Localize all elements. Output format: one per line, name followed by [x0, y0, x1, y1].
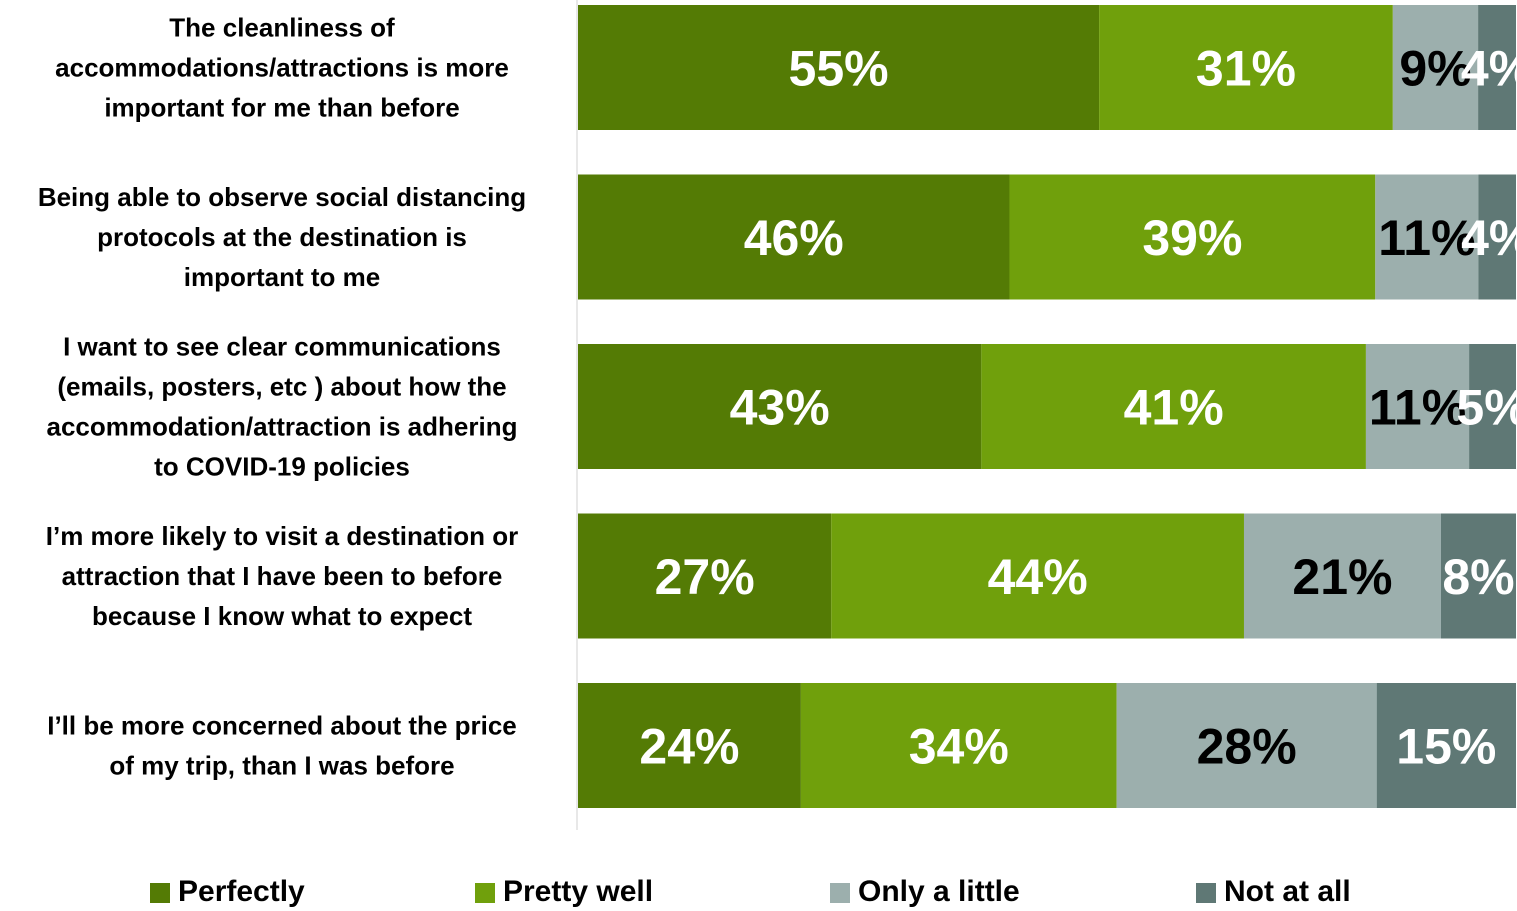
bar-segment — [578, 513, 832, 639]
bar-segment — [1469, 344, 1516, 469]
bar-segment — [981, 344, 1366, 469]
category-label: I’ll be more concerned about the price of… — [47, 711, 517, 781]
category-label: I want to see clear communications (email… — [47, 332, 518, 482]
data-label: 46% — [744, 210, 844, 266]
bar-segment — [1116, 683, 1377, 808]
data-label: 4% — [1461, 41, 1517, 97]
data-label: 11% — [1369, 380, 1466, 436]
legend-swatch — [830, 883, 850, 903]
data-label: 5% — [1456, 380, 1517, 436]
bar-segment — [578, 344, 982, 469]
bar-segment — [1009, 174, 1376, 300]
data-label: 28% — [1197, 719, 1297, 775]
data-label: 4% — [1461, 210, 1517, 266]
legend-label: Only a little — [858, 875, 1020, 908]
bar-segment — [578, 5, 1100, 130]
data-label: 39% — [1142, 210, 1242, 266]
legend-label: Perfectly — [178, 875, 305, 908]
legend-swatch — [1196, 883, 1216, 903]
data-label: 15% — [1396, 719, 1496, 775]
bar-segment — [1478, 174, 1516, 300]
data-label: 8% — [1442, 549, 1514, 605]
legend-swatch — [150, 883, 170, 903]
data-label: 21% — [1292, 549, 1392, 605]
data-label: 9% — [1399, 41, 1471, 97]
bar-segment — [1440, 513, 1516, 639]
legend-item: Only a little — [830, 875, 1020, 908]
data-label: 43% — [730, 380, 830, 436]
bar-segment — [1365, 344, 1470, 469]
bar-segment — [800, 683, 1117, 808]
legend-swatch — [475, 883, 495, 903]
bar-segment — [1099, 5, 1393, 130]
bar-segment — [1478, 5, 1516, 130]
category-label: I’m more likely to visit a destination o… — [46, 521, 518, 631]
bar-segment — [1376, 683, 1516, 808]
data-label: 41% — [1124, 380, 1224, 436]
bar-segment — [1375, 174, 1479, 300]
bar-segment — [578, 174, 1010, 300]
legend-label: Pretty well — [503, 875, 653, 908]
data-label: 11% — [1378, 210, 1475, 266]
legend: Perfectly Pretty well Only a little Not at … — [150, 875, 1351, 908]
category-label: The cleanliness of accommodations/attract… — [55, 13, 509, 123]
data-label: 27% — [655, 549, 755, 605]
data-label: 55% — [789, 41, 889, 97]
bars-group: 55%31%9%4%46%39%11%4%43%41%11%5%27%44%21… — [578, 5, 1517, 808]
category-label: Being able to observe social distancing p… — [38, 182, 526, 292]
bar-segment — [1392, 5, 1479, 130]
category-labels-group: The cleanliness of accommodations/attract… — [38, 13, 526, 781]
bar-segment — [578, 683, 801, 808]
data-label: 31% — [1196, 41, 1296, 97]
data-label: 34% — [909, 719, 1009, 775]
bar-segment — [831, 513, 1244, 639]
legend-item: Perfectly — [150, 875, 305, 908]
bar-segment — [1243, 513, 1441, 639]
data-label: 24% — [639, 719, 739, 775]
data-label: 44% — [988, 549, 1088, 605]
legend-item: Pretty well — [475, 875, 653, 908]
legend-item: Not at all — [1196, 875, 1351, 908]
legend-label: Not at all — [1224, 875, 1351, 908]
